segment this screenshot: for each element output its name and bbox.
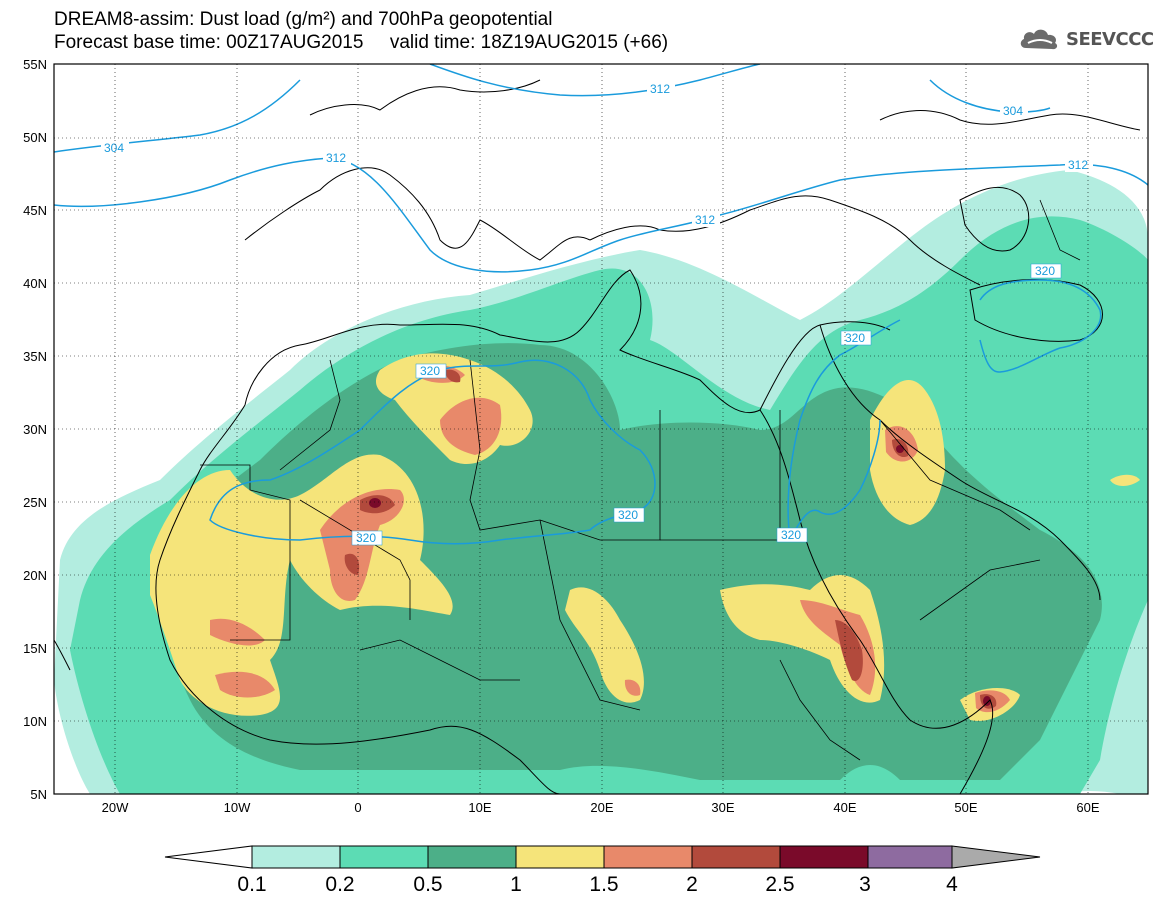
- colorbar-label: 4: [946, 873, 958, 896]
- lat-label: 10N: [23, 714, 47, 729]
- lon-label: 0: [354, 800, 361, 815]
- lat-label: 50N: [23, 130, 47, 145]
- svg-text:312: 312: [326, 151, 346, 165]
- lat-label: 35N: [23, 349, 47, 364]
- svg-text:320: 320: [781, 528, 801, 542]
- contour-label-320-libya: 320: [613, 507, 645, 523]
- coastlines: [54, 79, 1141, 794]
- svg-text:320: 320: [845, 331, 865, 345]
- svg-text:304: 304: [1003, 104, 1023, 118]
- lon-label: 50E: [954, 800, 977, 815]
- longitude-labels: 20W 10W 0 10E 20E 30E 40E 50E 60E: [102, 800, 1100, 815]
- cloud-icon: [1020, 29, 1058, 50]
- colorbar-label: 0.5: [413, 873, 442, 896]
- lon-label: 40E: [833, 800, 856, 815]
- lon-label: 10E: [468, 800, 491, 815]
- colorbar-swatch: [427, 845, 517, 869]
- seevccc-logo: SEEVCCC: [1018, 26, 1154, 52]
- graticule: [54, 64, 1148, 794]
- svg-text:312: 312: [695, 213, 715, 227]
- lat-label: 25N: [23, 495, 47, 510]
- contour-label-320-levant: 320: [840, 330, 872, 346]
- map-frame: [53, 63, 1149, 795]
- lon-label: 30E: [711, 800, 734, 815]
- colorbar-label: 3: [859, 873, 871, 896]
- colorbar-label: 0.2: [325, 873, 354, 896]
- colorbar-label: 0.1: [237, 873, 266, 896]
- colorbar-swatch: [779, 845, 869, 869]
- contour-label-312-north: 312: [647, 82, 675, 96]
- contour-label-304-east: 304: [1000, 104, 1028, 118]
- contour-label-320-sahara-north: 320: [415, 363, 447, 379]
- colorbar-swatch: [251, 845, 341, 869]
- colorbar-label: 1: [510, 873, 522, 896]
- lat-label: 55N: [23, 57, 47, 72]
- lat-label: 20N: [23, 568, 47, 583]
- svg-text:320: 320: [618, 508, 638, 522]
- lat-label: 40N: [23, 276, 47, 291]
- colorbar-swatch: [867, 845, 953, 869]
- contour-labels: 304 312 312 312 304 312 320 320 320 320 …: [101, 82, 1093, 546]
- svg-text:320: 320: [420, 364, 440, 378]
- logo-text: SEEVCCC: [1066, 28, 1154, 50]
- map-plot-area: 304 312 312 312 304 312 320 320 320 320 …: [54, 64, 1148, 794]
- colorbar: 0.1 0.2 0.5 1 1.5 2 2.5 3 4: [164, 845, 1041, 896]
- colorbar-high-arrow: [951, 845, 1041, 869]
- lon-label: 60E: [1076, 800, 1099, 815]
- colorbar-swatch: [339, 845, 429, 869]
- colorbar-swatch: [603, 845, 693, 869]
- colorbar-swatch: [515, 845, 605, 869]
- colorbar-low-arrow: [164, 845, 253, 869]
- lon-label: 10W: [224, 800, 251, 815]
- contour-label-320-caspian: 320: [1030, 263, 1062, 279]
- lat-label: 5N: [30, 787, 47, 802]
- lat-label: 15N: [23, 641, 47, 656]
- svg-text:312: 312: [650, 82, 670, 96]
- svg-text:312: 312: [1068, 158, 1088, 172]
- colorbar-label: 1.5: [589, 873, 618, 896]
- lat-label: 45N: [23, 203, 47, 218]
- svg-text:304: 304: [104, 141, 124, 155]
- contour-label-312-east: 312: [1065, 158, 1093, 172]
- svg-text:320: 320: [1035, 264, 1055, 278]
- contour-label-320-sahara-south: 320: [351, 530, 383, 546]
- contour-label-320-redsea: 320: [776, 527, 808, 543]
- contour-label-312-west: 312: [323, 151, 351, 165]
- colorbar-label: 2: [686, 873, 698, 896]
- dust-level-2.5: [369, 445, 991, 706]
- lon-label: 20E: [590, 800, 613, 815]
- colorbar-swatch: [691, 845, 781, 869]
- contour-label-312-central: 312: [692, 213, 720, 227]
- map-title: DREAM8-assim: Dust load (g/m²) and 700hP…: [54, 9, 553, 30]
- latitude-labels: 55N 50N 45N 40N 35N 30N 25N 20N 15N 10N …: [23, 57, 47, 802]
- svg-text:320: 320: [356, 531, 376, 545]
- forecast-time-subtitle: Forecast base time: 00Z17AUG2015 valid t…: [54, 32, 669, 53]
- lon-label: 20W: [102, 800, 129, 815]
- lat-label: 30N: [23, 422, 47, 437]
- colorbar-label: 2.5: [765, 873, 794, 896]
